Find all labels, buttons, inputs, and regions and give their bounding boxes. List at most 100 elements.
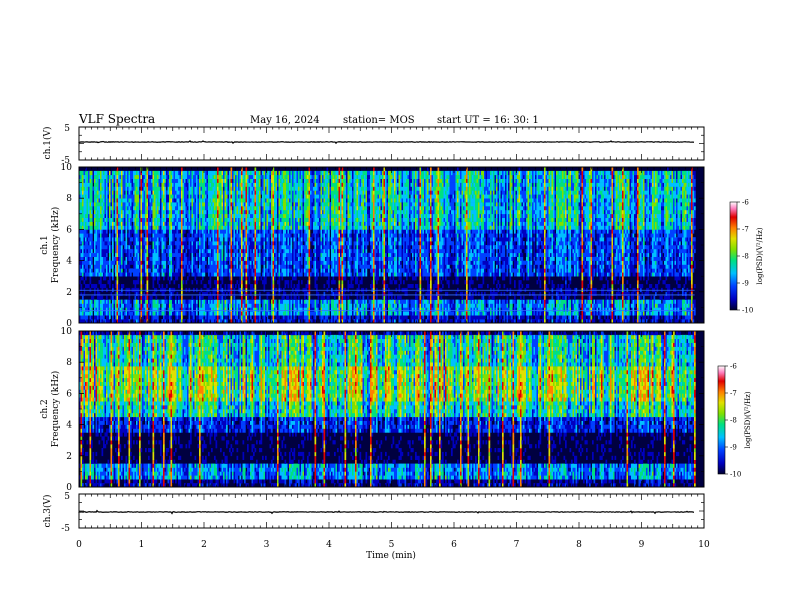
spectrogram-cell xyxy=(221,291,224,296)
spectrogram-cell xyxy=(242,182,245,187)
spectrogram-cell xyxy=(110,291,113,296)
spectrogram-cell xyxy=(295,206,297,211)
spectrogram-cell xyxy=(281,190,284,195)
spectrogram-cell xyxy=(298,260,300,265)
spectrogram-cell xyxy=(275,182,278,187)
spectrogram-cell xyxy=(206,291,209,296)
spectrogram-cell xyxy=(196,268,198,273)
spectrogram-cell xyxy=(236,280,239,285)
spectrogram-cell xyxy=(163,198,165,203)
spectrogram-cell xyxy=(277,307,279,312)
spectrogram-cell xyxy=(280,264,282,269)
spectrogram-cell xyxy=(268,174,270,179)
spectrogram-cell xyxy=(230,276,233,281)
spectrogram-cell xyxy=(82,299,84,304)
spectrogram-cell xyxy=(217,276,219,281)
spectrogram-cell xyxy=(220,307,222,312)
spectrogram-cell xyxy=(226,245,228,250)
spectrogram-cell xyxy=(140,291,143,296)
spectrogram-cell xyxy=(155,213,158,218)
spectrogram-cell xyxy=(119,303,122,308)
spectrogram-cell xyxy=(235,186,237,191)
spectrogram-cell xyxy=(191,206,194,211)
spectrogram-cell xyxy=(266,264,269,269)
spectrogram-cell xyxy=(208,170,210,176)
spectrogram-cell xyxy=(184,174,186,179)
spectrogram-cell xyxy=(110,248,113,254)
spectrogram-cell xyxy=(107,237,110,242)
spectrogram-cell xyxy=(230,311,233,316)
spectrogram-cell xyxy=(274,213,276,218)
spectrogram-cell xyxy=(259,248,261,254)
spectrogram-cell xyxy=(244,186,246,191)
spectrogram-cell xyxy=(211,272,213,277)
spectrogram-cell xyxy=(185,182,188,187)
spectrogram-cell xyxy=(253,256,255,261)
spectrogram-cell xyxy=(148,311,150,316)
spectrogram-cell xyxy=(134,182,137,187)
spectrogram-cell xyxy=(79,264,81,269)
spectrogram-cell xyxy=(290,280,293,285)
spectrogram-cell xyxy=(145,217,147,222)
spectrogram-cell xyxy=(104,194,107,199)
spectrogram-cell xyxy=(284,237,287,242)
spectrogram-cell xyxy=(169,170,171,176)
spectrogram-cell xyxy=(91,256,93,261)
spectrogram-cell xyxy=(125,311,128,316)
spectrogram-cell xyxy=(157,225,159,230)
spectrogram-cell xyxy=(290,217,293,222)
spectrogram-cell xyxy=(94,217,96,222)
spectrogram-cell xyxy=(283,295,285,300)
spectrogram-cell xyxy=(193,209,195,215)
spectrogram-cell xyxy=(239,225,242,230)
spectrogram-cell xyxy=(221,190,224,195)
spectrogram-cell xyxy=(85,194,87,199)
spectrogram-cell xyxy=(128,252,131,257)
spectrogram-cell xyxy=(254,295,257,300)
spectrogram-cell xyxy=(205,252,207,257)
spectrogram-cell xyxy=(100,241,102,246)
spectrogram-cell xyxy=(271,284,273,289)
spectrogram-cell xyxy=(193,225,195,230)
spectrogram-cell xyxy=(275,202,278,207)
spectrogram-cell xyxy=(184,194,186,199)
spectrogram-cell xyxy=(86,213,89,218)
spectrogram-cell xyxy=(79,194,81,199)
spectrogram-cell xyxy=(98,202,101,207)
spectrogram-cell xyxy=(80,178,83,183)
spectrogram-cell xyxy=(130,221,132,226)
spectrogram-cell xyxy=(292,272,294,277)
spectrogram-cell xyxy=(208,194,210,199)
spectrogram-cell xyxy=(271,307,273,312)
spectrogram-cell xyxy=(233,229,236,234)
spectrogram-cell xyxy=(233,198,236,203)
spectrogram-cell xyxy=(176,221,179,226)
spectrogram-cell xyxy=(146,237,149,242)
spectrogram-cell xyxy=(82,315,84,320)
spectrogram-cell xyxy=(136,213,138,218)
spectrogram-cell xyxy=(80,256,83,261)
spectrogram-cell xyxy=(112,237,114,242)
spectrogram-cell xyxy=(248,303,251,308)
spectrogram-cell xyxy=(121,315,123,320)
spectrogram-cell xyxy=(259,225,261,230)
spectrogram-cell xyxy=(194,260,197,265)
spectrogram-cell xyxy=(205,284,207,289)
spectrogram-cell xyxy=(80,170,83,176)
spectrogram-cell xyxy=(277,182,279,187)
spectrogram-cell xyxy=(193,311,195,316)
ch1-waveform-ylabel: ch.1(V) xyxy=(42,127,53,160)
spectrogram-cell xyxy=(115,303,117,308)
spectrogram-cell xyxy=(220,206,222,211)
spectrogram-cell xyxy=(148,202,150,207)
spectrogram-cell xyxy=(226,241,228,246)
spectrogram-cell xyxy=(80,299,83,304)
spectrogram-cell xyxy=(89,202,92,207)
spectrogram-cell xyxy=(158,198,161,203)
spectrogram-cell xyxy=(227,178,230,183)
spectrogram-cell xyxy=(161,264,164,269)
spectrogram-cell xyxy=(137,182,140,187)
spectrogram-cell xyxy=(104,237,107,242)
spectrogram-cell xyxy=(187,299,189,304)
spectrogram-cell xyxy=(161,213,164,218)
